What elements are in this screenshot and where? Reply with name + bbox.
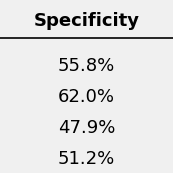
Text: 51.2%: 51.2% (58, 150, 115, 168)
Text: Specificity: Specificity (34, 12, 139, 30)
Text: 55.8%: 55.8% (58, 57, 115, 75)
Text: 47.9%: 47.9% (58, 119, 115, 137)
Text: 62.0%: 62.0% (58, 88, 115, 106)
